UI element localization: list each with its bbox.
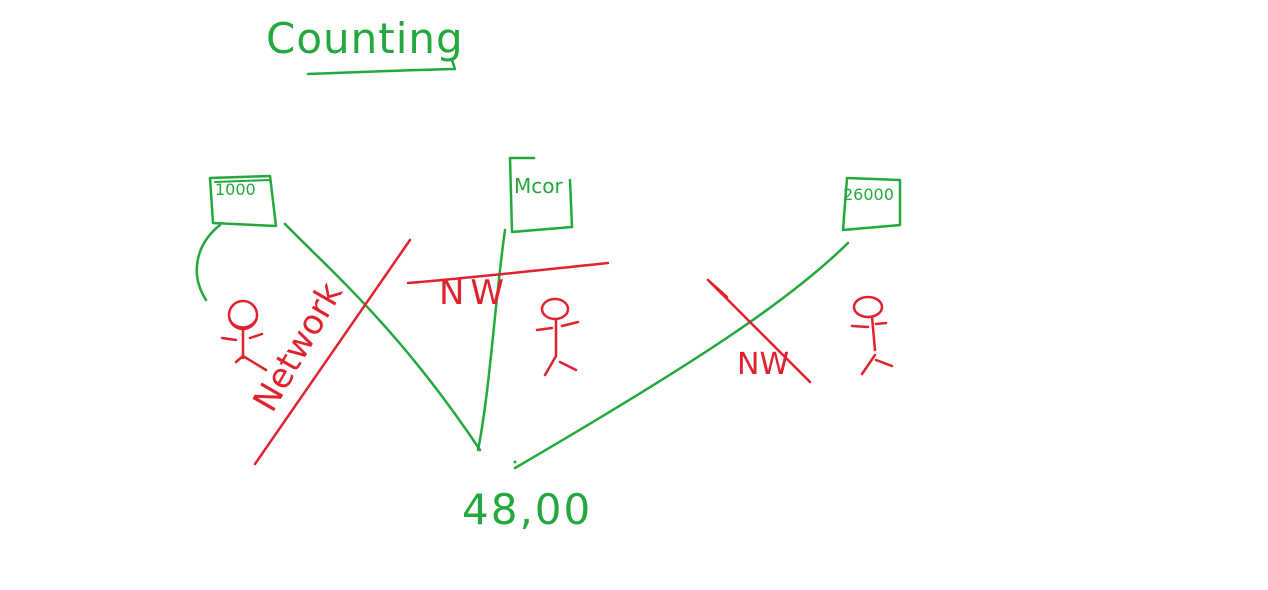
nw-label-middle: NW — [439, 273, 511, 313]
box-label-26000: 26000 — [843, 185, 894, 204]
box-label-mcor: Mcor — [514, 174, 563, 198]
red-strike-middle — [406, 261, 610, 285]
line-box1000-to-total — [283, 222, 482, 452]
nw-label-right: NW — [737, 347, 790, 382]
arc-box-1000 — [195, 223, 222, 302]
person-figure-3 — [850, 295, 894, 376]
line-box26000-to-total — [513, 241, 850, 470]
box-label-1000: 1000 — [215, 180, 256, 199]
box-1000 — [208, 174, 278, 228]
box-mcor — [508, 156, 574, 234]
red-strike-left — [253, 238, 412, 466]
red-strike-right — [706, 278, 812, 384]
box-26000 — [841, 176, 902, 232]
page-title: Counting — [266, 14, 464, 63]
person-figure-1 — [220, 299, 268, 372]
title-underline — [306, 58, 457, 76]
person-figure-2 — [535, 297, 580, 377]
line-mcor-to-total — [476, 228, 507, 452]
total-value: 48,00 — [462, 485, 593, 534]
